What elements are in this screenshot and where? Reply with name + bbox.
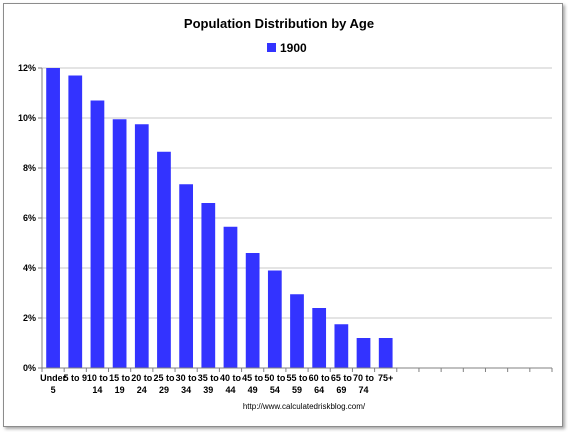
axes xyxy=(38,67,553,372)
x-tick-label: 30 to xyxy=(176,373,198,383)
legend: 1900 xyxy=(267,41,307,55)
chart-title: Population Distribution by Age xyxy=(184,16,374,31)
bar xyxy=(90,100,105,368)
x-tick-label: 24 xyxy=(137,385,147,395)
bar xyxy=(46,68,60,368)
x-tick-label: 60 to xyxy=(309,373,331,383)
y-tick-label: 0% xyxy=(23,363,36,373)
x-tick-label: 50 to xyxy=(264,373,286,383)
x-tick-label: 64 xyxy=(314,385,324,395)
x-tick-label: 39 xyxy=(203,385,213,395)
x-tick-label: 74 xyxy=(359,385,369,395)
bar xyxy=(157,151,171,368)
x-tick-label: 5 to 9 xyxy=(64,373,88,383)
x-tick-label: Under xyxy=(40,373,67,383)
x-tick-label: 29 xyxy=(159,385,169,395)
x-tick-label: 69 xyxy=(336,385,346,395)
x-tick-label: 35 to xyxy=(198,373,220,383)
bar xyxy=(378,338,393,368)
x-tick-label: 19 xyxy=(115,385,125,395)
bars xyxy=(46,68,393,368)
chart-frame: 0% 2% 4% 6% 8% 10% 12% Under 5 5 to 9 10 to 14 15 to… xyxy=(3,3,563,427)
chart-svg: 0% 2% 4% 6% 8% 10% 12% Under 5 5 to 9 10 to 14 15 to… xyxy=(18,16,553,411)
bar xyxy=(179,184,194,368)
y-tick-label: 12% xyxy=(18,63,36,73)
x-tick-label: 65 to xyxy=(331,373,353,383)
bar xyxy=(334,324,349,368)
x-tick-label: 59 xyxy=(292,385,302,395)
x-tick-label: 20 to xyxy=(131,373,153,383)
y-tick-label: 4% xyxy=(23,263,36,273)
x-tick-label: 49 xyxy=(248,385,258,395)
y-tick-label: 2% xyxy=(23,313,36,323)
y-tick-label: 8% xyxy=(23,163,36,173)
x-tick-label: 75+ xyxy=(378,373,393,383)
x-tick-label: 14 xyxy=(92,385,102,395)
x-tick-label: 10 to xyxy=(87,373,109,383)
bar xyxy=(245,253,260,368)
x-tick-label: 70 to xyxy=(353,373,375,383)
bar xyxy=(201,203,216,368)
x-tick-label: 15 to xyxy=(109,373,131,383)
x-tick-label: 34 xyxy=(181,385,191,395)
bar xyxy=(290,294,304,368)
y-tick-label: 10% xyxy=(18,113,36,123)
bar xyxy=(267,270,282,368)
x-tick-label: 25 to xyxy=(153,373,175,383)
x-tick-label: 40 to xyxy=(220,373,242,383)
x-tick-label: 54 xyxy=(270,385,280,395)
y-tick-label: 6% xyxy=(23,213,36,223)
bar xyxy=(68,75,83,368)
x-tick-label: 5 xyxy=(51,385,56,395)
legend-swatch xyxy=(267,43,276,52)
legend-label: 1900 xyxy=(280,41,307,55)
source-url: http://www.calculatedriskblog.com/ xyxy=(243,402,366,411)
x-tick-label: 55 to xyxy=(286,373,308,383)
bar xyxy=(112,119,127,368)
bar xyxy=(312,308,327,368)
x-tick-label: 45 to xyxy=(242,373,264,383)
bar xyxy=(356,338,371,368)
gridlines xyxy=(42,67,552,319)
bar xyxy=(223,226,238,368)
bar xyxy=(134,124,149,368)
x-tick-label: 44 xyxy=(225,385,235,395)
tick-labels: 0% 2% 4% 6% 8% 10% 12% Under 5 5 to 9 10 to 14 15 to… xyxy=(18,63,393,395)
